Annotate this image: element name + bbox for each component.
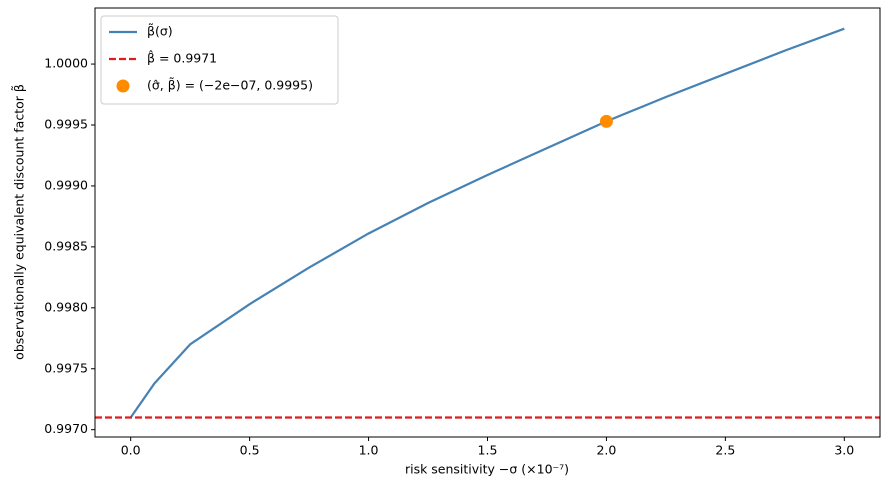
y-tick-label: 0.9975 xyxy=(44,360,88,375)
x-tick-label: 2.0 xyxy=(596,443,616,458)
y-axis-label: observationally equivalent discount fact… xyxy=(11,84,26,360)
y-tick-label: 0.9970 xyxy=(44,421,88,436)
series-line xyxy=(129,27,845,419)
y-tick-label: 1.0000 xyxy=(44,56,88,71)
x-tick-label: 2.5 xyxy=(715,443,735,458)
x-tick-label: 1.5 xyxy=(478,443,498,458)
y-tick-label: 0.9985 xyxy=(44,238,88,253)
x-axis-label: risk sensitivity −σ (×10⁻⁷) xyxy=(405,462,569,477)
legend-label: (σ̂, β̃) = (−2e−07, 0.9995) xyxy=(147,77,313,92)
x-tick-label: 1.0 xyxy=(359,443,379,458)
marker-point xyxy=(599,114,613,128)
legend-label: β̃(σ) xyxy=(147,23,173,38)
legend-label: β̂ = 0.9971 xyxy=(147,49,217,65)
legend-box xyxy=(100,15,339,105)
y-tick-label: 0.9995 xyxy=(44,117,88,132)
y-tick-label: 0.9990 xyxy=(44,177,88,192)
legend-swatch xyxy=(116,79,130,93)
x-tick-label: 0.0 xyxy=(121,443,141,458)
x-tick-label: 3.0 xyxy=(834,443,854,458)
plot-frame xyxy=(94,7,881,438)
x-tick-label: 0.5 xyxy=(240,443,260,458)
y-tick-label: 0.9980 xyxy=(44,299,88,314)
